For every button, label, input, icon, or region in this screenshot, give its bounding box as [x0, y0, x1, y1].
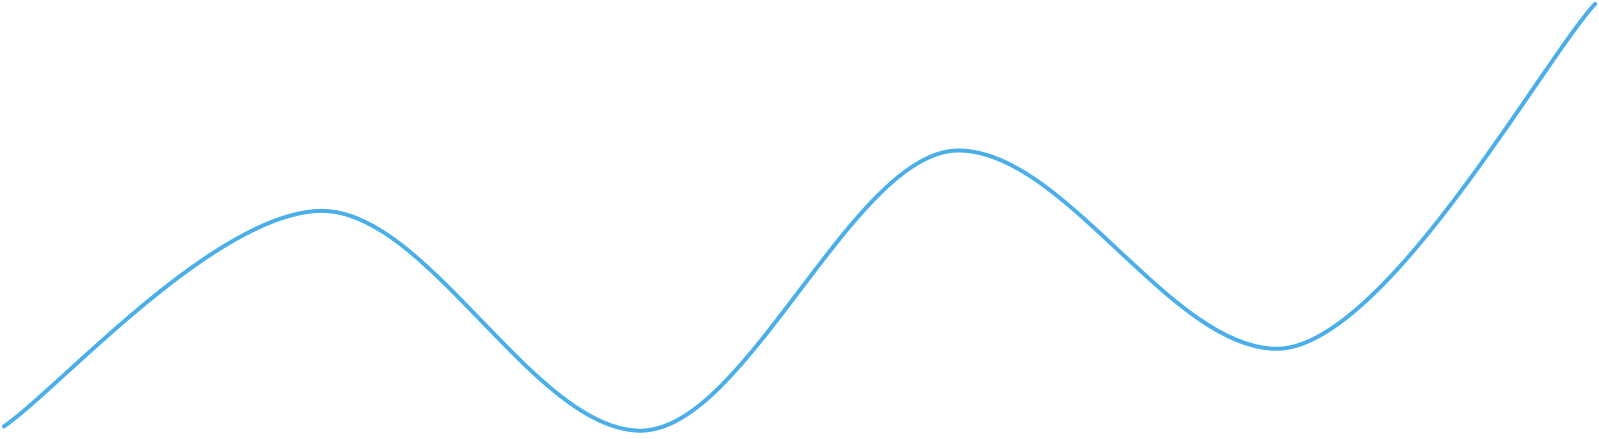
data-point-0-2 [638, 429, 642, 433]
data-point-0-3 [957, 149, 961, 153]
data-point-0-4 [1275, 347, 1279, 351]
data-point-0-1 [320, 209, 324, 213]
data-point-0-5 [1593, 2, 1597, 6]
data-point-0-0 [2, 424, 6, 429]
series-line-0 [2, 2, 1597, 433]
